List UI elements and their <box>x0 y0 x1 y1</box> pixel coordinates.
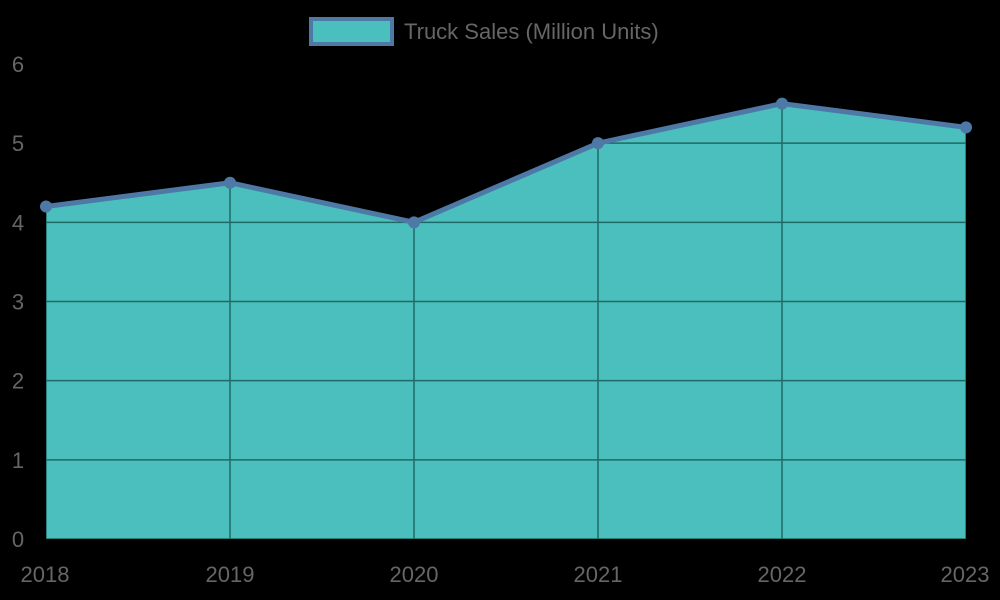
legend-swatch <box>309 17 394 46</box>
y-tick-label: 3 <box>12 290 24 315</box>
data-point[interactable] <box>40 200 52 213</box>
x-tick-label: 2019 <box>206 562 255 587</box>
area-fill <box>46 103 966 539</box>
x-tick-label: 2022 <box>758 562 807 587</box>
y-tick-label: 1 <box>12 448 24 473</box>
data-point[interactable] <box>776 97 788 110</box>
y-tick-label: 0 <box>12 527 24 552</box>
data-point[interactable] <box>960 121 972 134</box>
y-tick-label: 2 <box>12 369 24 394</box>
data-point[interactable] <box>224 176 236 189</box>
x-tick-label: 2023 <box>941 562 990 587</box>
x-axis-ticks: 2018 2019 2020 2021 2022 2023 <box>21 562 990 587</box>
data-point[interactable] <box>592 137 604 150</box>
x-tick-label: 2018 <box>21 562 70 587</box>
x-tick-label: 2021 <box>574 562 623 587</box>
legend[interactable]: Truck Sales (Million Units) <box>309 17 659 46</box>
y-tick-label: 4 <box>12 210 24 235</box>
y-tick-label: 5 <box>12 131 24 156</box>
y-tick-label: 6 <box>12 52 24 77</box>
data-point[interactable] <box>408 216 420 229</box>
x-tick-label: 2020 <box>390 562 439 587</box>
y-axis-ticks: 0 1 2 3 4 5 6 <box>12 52 24 552</box>
legend-label: Truck Sales (Million Units) <box>404 19 659 44</box>
data-points <box>40 97 972 229</box>
series-line <box>45 101 967 225</box>
